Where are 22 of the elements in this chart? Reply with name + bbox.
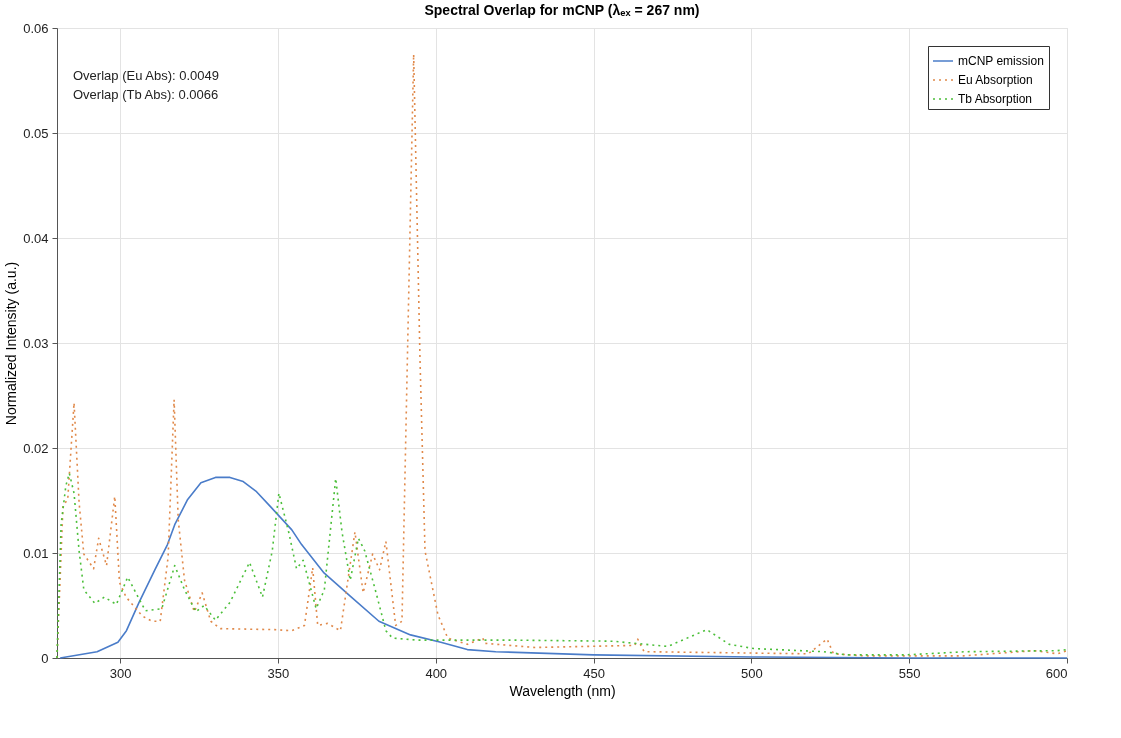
y-axis-title: Normalized Intensity (a.u.) bbox=[3, 261, 20, 426]
legend-label: mCNP emission bbox=[958, 54, 1044, 68]
x-tick-label: 500 bbox=[741, 665, 763, 681]
annotation: Overlap (Tb Abs): 0.0066 bbox=[73, 87, 219, 102]
y-tick-label: 0 bbox=[41, 650, 49, 666]
x-axis-title: Wavelength (nm) bbox=[509, 682, 616, 699]
x-tick-label: 300 bbox=[109, 665, 132, 681]
x-tick-label: 550 bbox=[898, 665, 921, 681]
y-tick-label: 0.05 bbox=[23, 125, 49, 141]
y-tick-label: 0.01 bbox=[23, 545, 49, 561]
x-tick-label: 350 bbox=[267, 665, 290, 681]
annotation: Overlap (Eu Abs): 0.0049 bbox=[73, 68, 219, 83]
legend-label: Eu Absorption bbox=[958, 73, 1033, 87]
y-tick-label: 0.06 bbox=[23, 20, 49, 36]
chart-title: Spectral Overlap for mCNP (λₑₓ = 267 nm) bbox=[424, 2, 700, 18]
y-tick-label: 0.04 bbox=[23, 230, 49, 246]
x-tick-label: 400 bbox=[425, 665, 448, 681]
x-tick-label: 600 bbox=[1045, 665, 1068, 681]
y-tick-label: 0.02 bbox=[23, 440, 49, 456]
x-tick-label: 450 bbox=[583, 665, 605, 681]
y-tick-label: 0.03 bbox=[23, 335, 49, 351]
legend-label: Tb Absorption bbox=[958, 92, 1033, 106]
